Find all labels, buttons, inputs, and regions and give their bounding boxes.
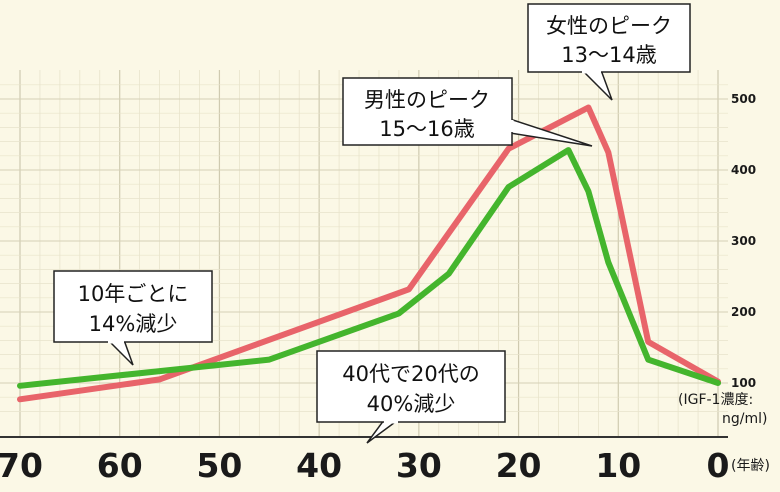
x-tick-label: 0 — [707, 446, 730, 485]
y-tick-label: 400 — [731, 163, 756, 177]
x-tick-label: 40 — [296, 446, 342, 485]
series-layer — [17, 104, 721, 403]
y-tick-label: 500 — [731, 92, 756, 106]
callout-decline-per-decade: 10年ごとに 14%減少 — [53, 270, 213, 366]
callout-female-peak-line1: 女性のピーク — [546, 14, 672, 38]
x-tick-label: 50 — [196, 446, 242, 485]
y-tick-label: 200 — [731, 305, 756, 319]
callout-male-peak-line1: 男性のピーク — [364, 88, 490, 112]
x-tick-label: 30 — [396, 446, 442, 485]
series-line-male — [17, 147, 721, 389]
callout-male-peak-line2: 15〜16歳 — [379, 117, 474, 141]
callout-decline-40s: 40代で20代の 40%減少 — [316, 350, 506, 444]
y-tick-label: 300 — [731, 234, 756, 248]
x-tick-label: 10 — [595, 446, 641, 485]
y-axis-unit-label-line1: (IGF-1濃度: — [678, 392, 753, 408]
x-axis-unit-label: (年齢) — [731, 458, 770, 474]
x-tick-label: 60 — [97, 446, 143, 485]
callout-female-peak: 女性のピーク 13〜14歳 — [527, 3, 691, 101]
y-axis-unit-label-line2: ng/ml) — [722, 411, 767, 427]
callout-male-peak: 男性のピーク 15〜16歳 — [342, 77, 593, 147]
callout-decline-40s-line1: 40代で20代の — [342, 362, 479, 386]
callout-decline-40s-line2: 40%減少 — [367, 392, 456, 416]
y-tick-labels: 500 400 300 200 100 — [731, 92, 756, 390]
x-tick-label: 70 — [0, 446, 43, 485]
callout-female-peak-line2: 13〜14歳 — [561, 43, 656, 67]
y-tick-label: 100 — [731, 376, 756, 390]
callout-decline-per-decade-line1: 10年ごとに — [78, 282, 189, 306]
x-tick-label: 20 — [496, 446, 542, 485]
x-tick-labels: 70 60 50 40 30 20 10 0 — [0, 446, 729, 485]
callout-decline-per-decade-line2: 14%減少 — [89, 312, 178, 336]
